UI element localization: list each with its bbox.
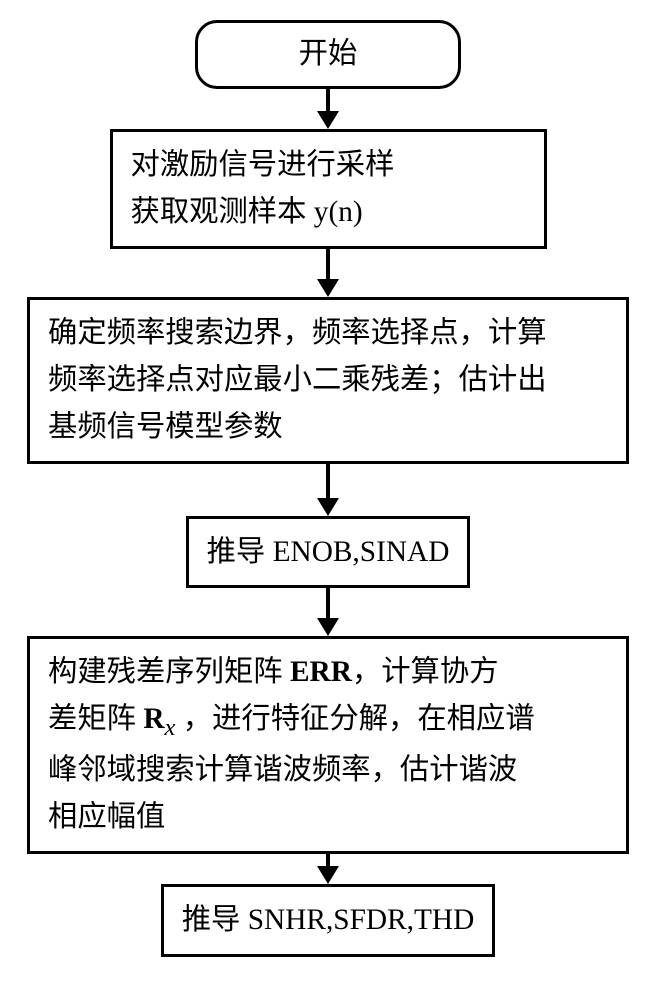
flowchart-container: 开始对激励信号进行采样获取观测样本 y(n) 确定频率搜索边界，频率选择点，计算频…	[20, 20, 636, 957]
flow-node-text: 获取观测样本 y(n)	[131, 189, 526, 236]
flow-node-step5: 推导 SNHR,SFDR,THD	[161, 884, 496, 957]
flow-node-text: 对激励信号进行采样	[131, 142, 526, 189]
flow-arrow	[317, 464, 339, 516]
arrow-line	[326, 89, 330, 111]
flow-node-step3: 推导 ENOB,SINAD	[186, 516, 471, 589]
arrow-line	[326, 249, 330, 279]
flow-node-text: 确定频率搜索边界，频率选择点，计算	[48, 310, 608, 357]
flow-arrow	[317, 588, 339, 636]
flow-node-text: 差矩阵 Rx ，进行特征分解，在相应谱	[48, 696, 608, 747]
flow-node-step1: 对激励信号进行采样获取观测样本 y(n)	[110, 129, 547, 249]
flow-node-text: 推导 ENOB,SINAD	[207, 529, 450, 576]
flow-node-step4: 构建残差序列矩阵 ERR，计算协方差矩阵 Rx ，进行特征分解，在相应谱峰邻域搜…	[27, 636, 629, 854]
arrow-line	[326, 588, 330, 618]
arrow-line	[326, 854, 330, 866]
flow-node-text: 频率选择点对应最小二乘残差；估计出	[48, 357, 608, 404]
flow-arrow	[317, 89, 339, 129]
flow-node-step2: 确定频率搜索边界，频率选择点，计算频率选择点对应最小二乘残差；估计出基频信号模型…	[27, 297, 629, 464]
flow-node-start: 开始	[195, 20, 461, 89]
arrow-head-icon	[317, 618, 339, 636]
arrow-head-icon	[317, 111, 339, 129]
arrow-head-icon	[317, 498, 339, 516]
flow-node-text: 构建残差序列矩阵 ERR，计算协方	[48, 649, 608, 696]
flow-node-text: 推导 SNHR,SFDR,THD	[182, 897, 475, 944]
flow-arrow	[317, 854, 339, 884]
flow-arrow	[317, 249, 339, 297]
flow-node-text: 峰邻域搜索计算谐波频率，估计谐波	[48, 747, 608, 794]
flow-node-text: 相应幅值	[48, 794, 608, 841]
arrow-line	[326, 464, 330, 498]
arrow-head-icon	[317, 279, 339, 297]
arrow-head-icon	[317, 866, 339, 884]
flow-node-text: 基频信号模型参数	[48, 404, 608, 451]
flow-node-text: 开始	[228, 31, 428, 78]
